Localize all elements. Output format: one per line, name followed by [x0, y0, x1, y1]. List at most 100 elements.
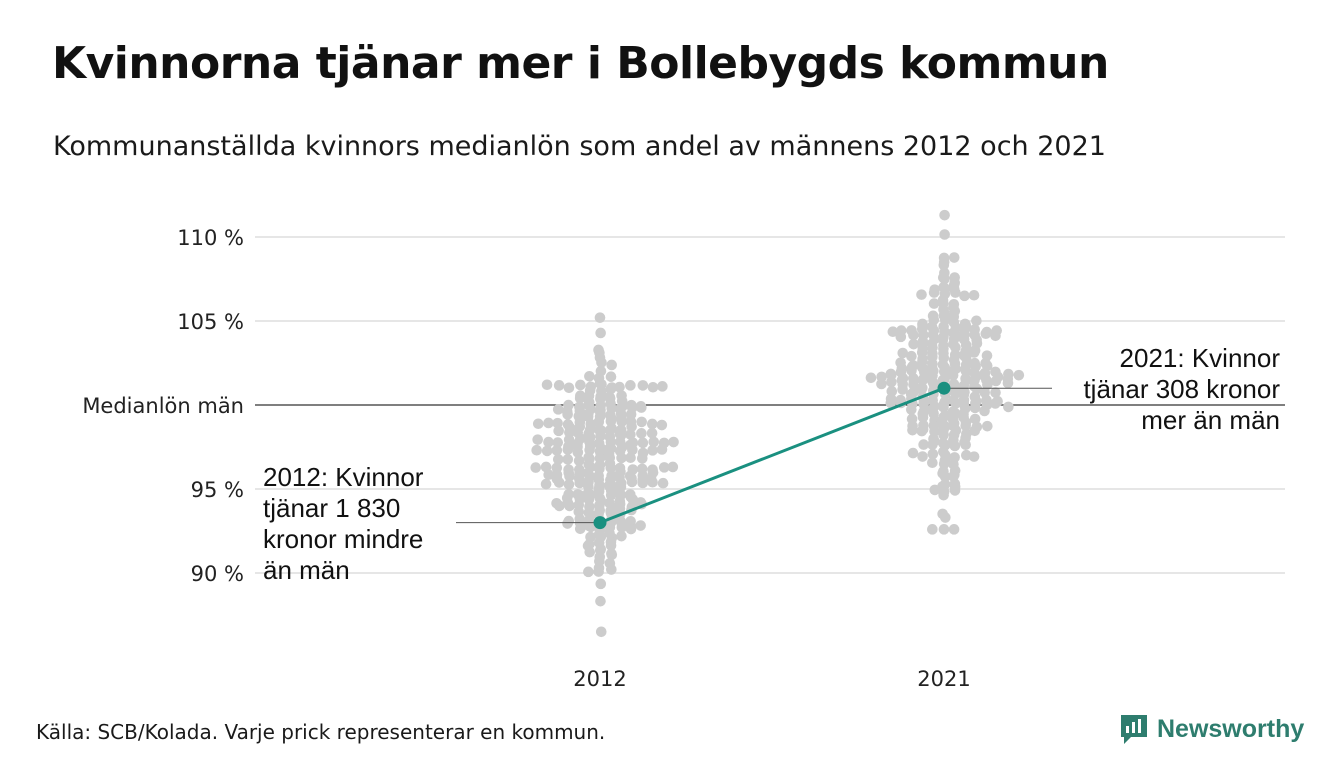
- municipality-dot: [948, 252, 960, 263]
- x-tick-label: 2012: [573, 667, 626, 691]
- municipality-dot: [616, 452, 627, 464]
- municipality-dot: [637, 437, 649, 449]
- municipality-dot: [595, 578, 607, 590]
- municipality-dot: [636, 428, 647, 439]
- municipality-dot: [552, 437, 564, 448]
- grid-lines: [255, 236, 1285, 574]
- municipality-dot: [938, 259, 950, 271]
- municipality-dot: [553, 380, 565, 391]
- municipality-dot: [895, 331, 907, 343]
- municipality-dot: [916, 425, 928, 437]
- newsworthy-logo-icon: [1121, 715, 1147, 744]
- municipality-dot: [969, 402, 981, 414]
- municipality-dot: [908, 329, 919, 341]
- municipality-dot: [532, 434, 543, 445]
- municipality-dot: [540, 478, 552, 490]
- municipality-dot: [886, 376, 897, 388]
- municipality-dot: [906, 350, 917, 362]
- brand-name: Newsworthy: [1157, 714, 1305, 743]
- municipality-dot: [657, 381, 668, 392]
- municipality-dot: [939, 273, 950, 285]
- municipality-dot: [658, 462, 670, 473]
- municipality-dot: [541, 445, 553, 457]
- municipality-dot: [887, 326, 899, 338]
- municipality-dot: [918, 439, 929, 450]
- annotation-2021-line: 2021: Kvinnor: [1120, 343, 1281, 373]
- municipality-dot: [949, 440, 961, 452]
- municipality-dot: [551, 445, 563, 456]
- municipality-dot: [648, 436, 660, 448]
- municipality-dot: [908, 379, 919, 390]
- municipality-dot: [657, 477, 669, 489]
- municipality-dot: [968, 289, 980, 301]
- municipality-dot: [990, 398, 1001, 409]
- municipality-dot: [990, 330, 1001, 342]
- municipality-dot: [595, 626, 607, 638]
- brand-logo[interactable]: Newsworthy: [1119, 712, 1304, 746]
- municipality-dot: [625, 380, 636, 391]
- municipality-dot: [907, 447, 919, 459]
- y-tick-label: Medianlön män: [82, 394, 244, 418]
- municipality-dot: [939, 471, 951, 482]
- municipality-dot: [625, 523, 637, 535]
- municipality-dot: [595, 595, 606, 607]
- municipality-dot: [605, 383, 617, 395]
- municipality-dot: [543, 436, 554, 448]
- municipality-dot: [616, 530, 627, 542]
- municipality-dot: [593, 416, 605, 428]
- highlight-series: [593, 381, 951, 530]
- municipality-dot: [531, 444, 542, 456]
- municipality-dot: [532, 418, 544, 430]
- annotation-2012-line: 2012: Kvinnor: [263, 462, 424, 492]
- municipality-dot: [625, 429, 636, 440]
- municipality-dot: [553, 477, 565, 488]
- municipality-dot: [928, 298, 940, 309]
- municipality-dot: [606, 549, 618, 561]
- municipality-dot: [637, 380, 649, 391]
- municipality-dot: [1003, 401, 1014, 413]
- annotation-2012-line: kronor mindre: [263, 524, 423, 554]
- municipality-dot: [605, 540, 617, 551]
- y-tick-label: 105 %: [177, 310, 244, 334]
- municipality-dot: [636, 416, 647, 428]
- annotation-2012-line: än män: [263, 555, 350, 585]
- municipality-dot: [885, 397, 897, 409]
- municipality-dot: [938, 524, 950, 535]
- municipality-dot: [940, 512, 951, 523]
- municipality-dot: [575, 379, 586, 391]
- municipality-dot: [668, 436, 679, 448]
- municipality-dot: [605, 371, 617, 382]
- municipality-dot: [968, 347, 980, 358]
- municipality-dot: [646, 427, 658, 439]
- municipality-dot: [605, 462, 617, 474]
- municipality-dot: [939, 229, 950, 240]
- municipality-dot: [572, 447, 584, 458]
- municipality-dot: [596, 357, 607, 368]
- municipality-dot: [990, 387, 1001, 398]
- municipality-dot: [614, 381, 625, 393]
- municipality-dot: [990, 375, 1002, 387]
- municipality-dot: [948, 524, 960, 535]
- municipality-dot: [552, 404, 564, 415]
- municipality-dot: [594, 312, 606, 323]
- y-tick-label: 90 %: [191, 562, 244, 586]
- municipality-dot: [553, 425, 564, 437]
- municipality-dot: [563, 479, 575, 490]
- municipality-dot: [626, 421, 637, 432]
- municipality-dot: [616, 416, 628, 428]
- source-note: Källa: SCB/Kolada. Varje prick represent…: [36, 720, 606, 744]
- municipality-dot: [969, 425, 981, 437]
- municipality-dot: [541, 379, 553, 391]
- municipality-dot: [595, 327, 606, 339]
- municipality-dot: [897, 384, 908, 395]
- municipality-dot: [939, 209, 950, 221]
- highlight-point: [937, 381, 951, 395]
- municipality-dot: [971, 383, 983, 395]
- municipality-dot: [583, 566, 594, 578]
- municipality-dot: [593, 566, 604, 577]
- municipality-dot: [938, 429, 949, 441]
- municipality-dot: [543, 417, 554, 429]
- municipality-dot: [947, 369, 959, 381]
- municipality-dot: [938, 489, 949, 501]
